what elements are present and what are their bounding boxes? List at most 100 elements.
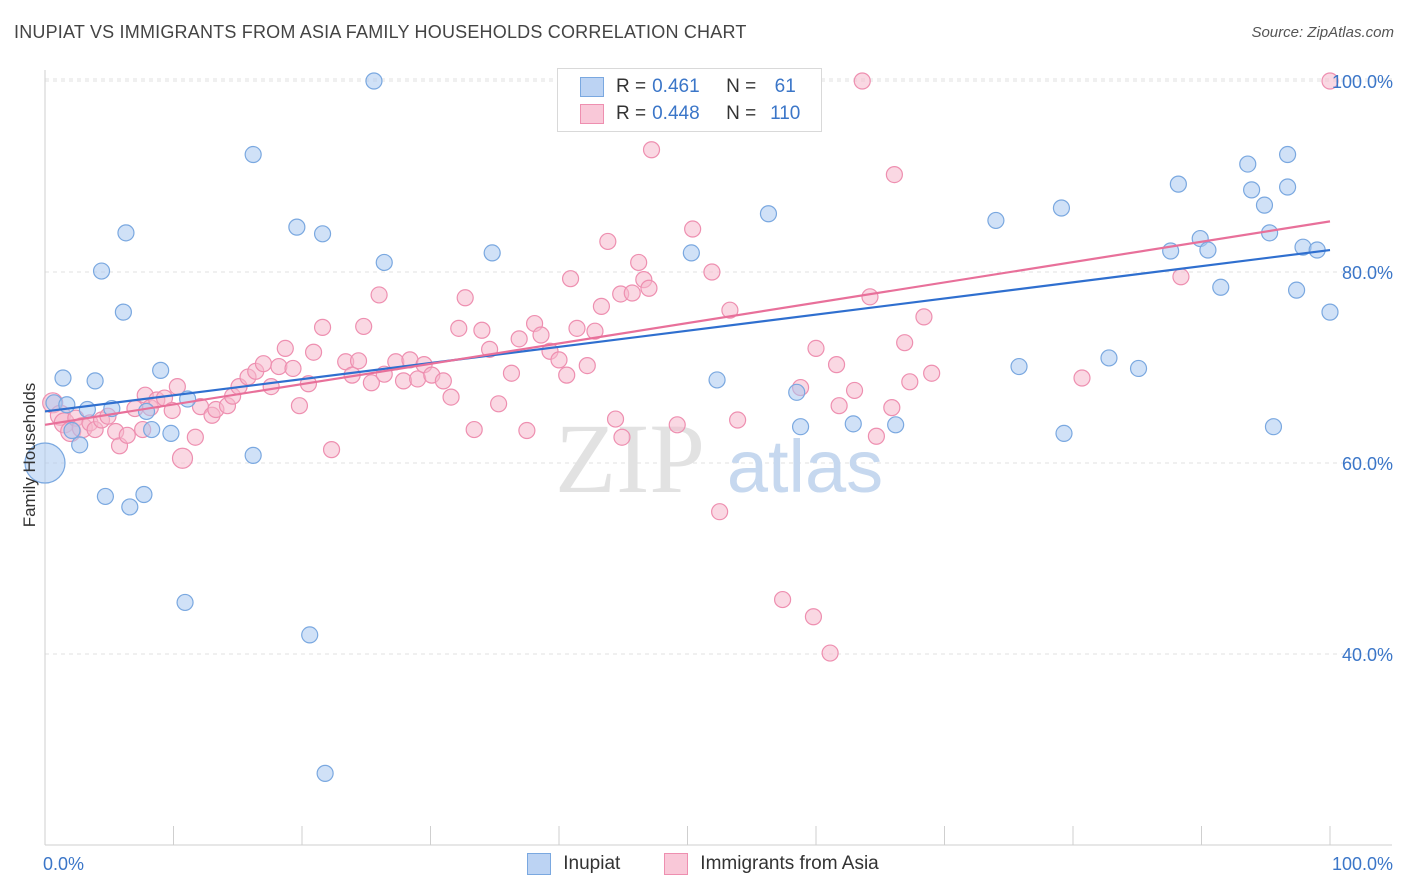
point-inupiat (682, 244, 700, 262)
point-immigrants-from-asia (721, 301, 739, 319)
point-immigrants-from-asia (163, 401, 181, 420)
point-immigrants-from-asia (434, 372, 452, 390)
point-immigrants-from-asia (804, 608, 823, 626)
point-immigrants-from-asia (883, 399, 901, 417)
point-immigrants-from-asia (270, 357, 288, 376)
point-immigrants-from-asia (923, 364, 941, 382)
point-immigrants-from-asia (186, 428, 204, 446)
legend-row-inupiat: R = 0.461 N = 61 (580, 74, 808, 100)
legend-r-value: 0.448 (652, 103, 700, 124)
point-inupiat (788, 383, 806, 401)
y-tick-label: 100.0% (1332, 72, 1393, 92)
legend-n-label: N = (726, 103, 757, 124)
point-inupiat (987, 211, 1005, 230)
point-inupiat (288, 218, 306, 236)
point-inupiat (365, 72, 383, 90)
point-immigrants-from-asia (684, 220, 702, 238)
y-tick-label: 60.0% (1342, 454, 1393, 474)
point-immigrants-from-asia (1321, 72, 1339, 90)
point-immigrants-from-asia (456, 289, 474, 307)
point-immigrants-from-asia (703, 263, 721, 281)
legend-item-immigrants-from-asia[interactable]: Immigrants from Asia (664, 853, 879, 875)
point-immigrants-from-asia (561, 270, 580, 288)
point-immigrants-from-asia (668, 416, 686, 434)
point-inupiat (1212, 278, 1230, 296)
point-immigrants-from-asia (518, 421, 536, 440)
point-inupiat (137, 402, 156, 421)
point-immigrants-from-asia (599, 232, 617, 251)
point-immigrants-from-asia (901, 373, 919, 391)
point-immigrants-from-asia (568, 319, 586, 337)
point-immigrants-from-asia (465, 420, 483, 439)
stats-legend: R = 0.461 N = 61 R = 0.448 N = 110 (557, 68, 822, 132)
legend-n-label: N = (726, 76, 757, 97)
point-inupiat (1100, 349, 1118, 367)
trend-lines (44, 220, 1331, 426)
point-immigrants-from-asia (827, 356, 846, 374)
point-immigrants-from-asia (349, 352, 368, 370)
point-inupiat (316, 764, 334, 782)
y-tick-label: 40.0% (1342, 645, 1393, 665)
point-immigrants-from-asia (313, 318, 332, 336)
point-immigrants-from-asia (118, 426, 136, 444)
point-inupiat (96, 487, 114, 506)
point-inupiat (1169, 175, 1187, 193)
watermark-atlas: atlas (727, 425, 883, 508)
point-inupiat (162, 424, 180, 442)
point-inupiat (143, 420, 161, 439)
series-legend: Inupiat Immigrants from Asia (0, 851, 1406, 877)
point-immigrants-from-asia (807, 339, 825, 357)
point-immigrants-from-asia (254, 355, 273, 373)
point-immigrants-from-asia (711, 503, 729, 521)
legend-swatch-blue (527, 853, 552, 875)
trend-line-immigrants-from-asia (44, 220, 1331, 426)
point-immigrants-from-asia (896, 334, 914, 352)
point-immigrants-from-asia (729, 411, 747, 429)
point-inupiat (1239, 155, 1257, 173)
point-immigrants-from-asia (642, 141, 661, 159)
point-immigrants-from-asia (853, 72, 871, 90)
point-immigrants-from-asia (640, 279, 658, 297)
y-axis-label: Family Households (20, 382, 39, 528)
point-immigrants-from-asia (550, 351, 568, 369)
point-inupiat (1052, 199, 1071, 217)
point-inupiat (759, 205, 778, 223)
legend-swatch-blue (580, 77, 604, 97)
point-inupiat (1321, 303, 1339, 321)
point-inupiat (1243, 181, 1261, 199)
point-inupiat (1055, 424, 1073, 442)
point-immigrants-from-asia (606, 410, 625, 428)
legend-n-value: 110 (770, 103, 801, 124)
point-immigrants-from-asia (262, 378, 280, 396)
chart-title: INUPIAT VS IMMIGRANTS FROM ASIA FAMILY H… (14, 22, 747, 42)
point-inupiat (1287, 281, 1306, 299)
legend-r-label: R = (616, 76, 647, 97)
legend-item-label: Immigrants from Asia (700, 853, 879, 874)
source-credit: Source: ZipAtlas.com (1251, 24, 1394, 41)
point-immigrants-from-asia (304, 343, 323, 361)
point-inupiat (176, 593, 194, 612)
point-inupiat (121, 498, 139, 516)
point-immigrants-from-asia (450, 319, 468, 337)
point-inupiat (114, 303, 132, 321)
point-immigrants-from-asia (370, 286, 388, 304)
point-immigrants-from-asia (322, 441, 341, 459)
point-immigrants-from-asia (355, 317, 373, 336)
point-inupiat (71, 436, 89, 454)
point-immigrants-from-asia (490, 395, 508, 413)
point-immigrants-from-asia (532, 326, 550, 344)
point-inupiat (1199, 241, 1217, 259)
tick-labels: 100.0% 80.0% 60.0% 40.0% 0.0% 100.0% (43, 72, 1393, 874)
point-inupiat (78, 400, 97, 419)
x-tick-label: 100.0% (1332, 854, 1393, 874)
point-inupiat (1278, 178, 1297, 196)
legend-item-inupiat[interactable]: Inupiat (527, 853, 620, 875)
point-immigrants-from-asia (1172, 268, 1190, 286)
point-inupiat (86, 372, 104, 390)
legend-swatch-pink (664, 853, 689, 875)
point-inupiat (313, 225, 332, 243)
point-immigrants-from-asia (623, 284, 641, 302)
point-inupiat (244, 446, 262, 464)
point-immigrants-from-asia (394, 372, 413, 390)
point-inupiat (1129, 359, 1148, 378)
